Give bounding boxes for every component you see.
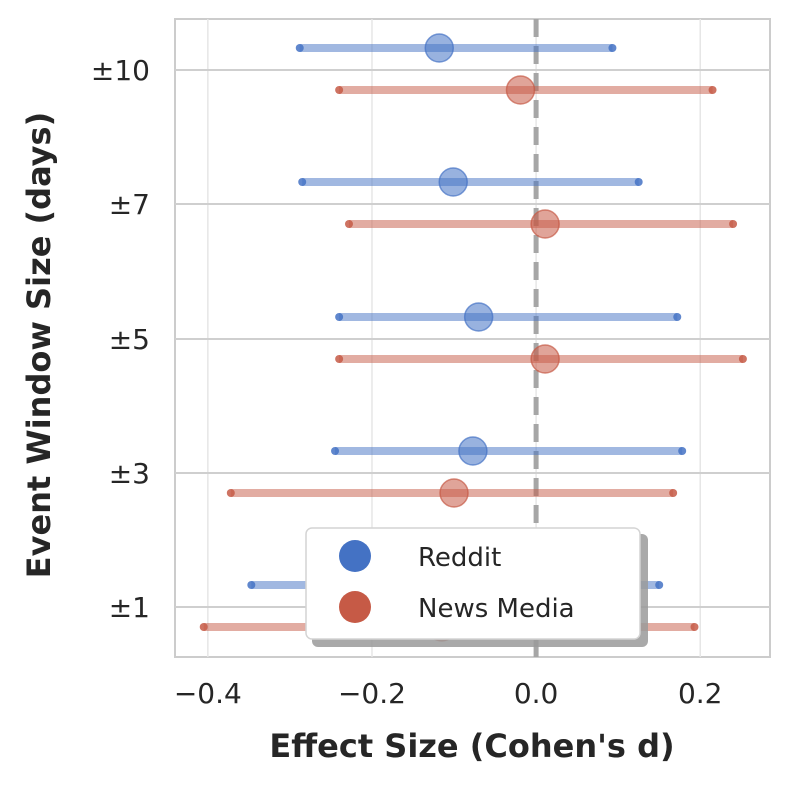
news-media-ci-upper-cap xyxy=(690,623,699,631)
series-layer xyxy=(199,33,747,642)
news-media-ci-upper-cap xyxy=(738,355,747,363)
reddit-ci-upper-cap xyxy=(634,178,643,186)
legend-marker-reddit xyxy=(339,540,371,572)
reddit-ci-lower-cap xyxy=(335,313,344,321)
reddit-row xyxy=(335,302,682,332)
x-axis-title: Effect Size (Cohen's d) xyxy=(269,727,674,765)
reddit-point-estimate xyxy=(463,302,494,332)
news-media-ci-upper-cap xyxy=(708,86,717,94)
reddit-ci-lower-cap xyxy=(298,178,307,186)
reddit-ci-upper-cap xyxy=(678,447,687,455)
reddit-row xyxy=(295,33,617,63)
reddit-ci-lower-cap xyxy=(295,44,304,52)
legend-label-news-media: News Media xyxy=(418,594,575,624)
legend-label-reddit: Reddit xyxy=(418,543,501,573)
y-tick-label: ±10 xyxy=(91,54,150,87)
x-tick-label: −0.2 xyxy=(338,677,406,710)
reddit-point-estimate xyxy=(424,33,455,63)
reddit-ci-upper-cap xyxy=(655,581,664,589)
reddit-row xyxy=(331,436,687,466)
news-media-point-estimate xyxy=(530,344,560,374)
legend-box xyxy=(305,527,641,640)
legend: Reddit News Media xyxy=(305,527,648,647)
news-media-row xyxy=(335,344,747,374)
news-media-row xyxy=(344,209,738,239)
news-media-row xyxy=(226,478,678,508)
news-media-row xyxy=(335,75,717,105)
reddit-ci-upper-cap xyxy=(608,44,617,52)
y-axis-title: Event Window Size (days) xyxy=(20,112,58,578)
news-media-point-estimate xyxy=(439,478,469,508)
x-tick-labels: −0.4 −0.2 0.0 0.2 xyxy=(174,677,723,710)
reddit-point-estimate xyxy=(438,167,468,197)
x-tick-label: 0.0 xyxy=(514,677,559,710)
news-media-point-estimate xyxy=(530,209,560,239)
reddit-row xyxy=(298,167,643,197)
news-media-ci-lower-cap xyxy=(344,220,353,228)
news-media-point-estimate xyxy=(505,75,536,105)
y-tick-label: ±7 xyxy=(109,188,150,221)
news-media-ci-lower-cap xyxy=(335,355,344,363)
x-tick-label: −0.4 xyxy=(174,677,242,710)
reddit-point-estimate xyxy=(458,436,488,466)
reddit-ci-lower-cap xyxy=(331,447,340,455)
y-tick-label: ±1 xyxy=(109,591,150,624)
x-tick-label: 0.2 xyxy=(678,677,723,710)
news-media-ci-lower-cap xyxy=(226,489,235,497)
news-media-ci-lower-cap xyxy=(199,623,208,631)
news-media-ci-upper-cap xyxy=(669,489,678,497)
y-tick-labels: ±10 ±7 ±5 ±3 ±1 xyxy=(91,54,150,624)
y-tick-label: ±5 xyxy=(109,323,150,356)
legend-marker-news-media xyxy=(339,591,371,623)
reddit-ci-lower-cap xyxy=(247,581,256,589)
news-media-ci-upper-cap xyxy=(729,220,738,228)
reddit-ci-upper-cap xyxy=(673,313,682,321)
y-tick-label: ±3 xyxy=(109,457,150,490)
news-media-ci-lower-cap xyxy=(335,86,344,94)
